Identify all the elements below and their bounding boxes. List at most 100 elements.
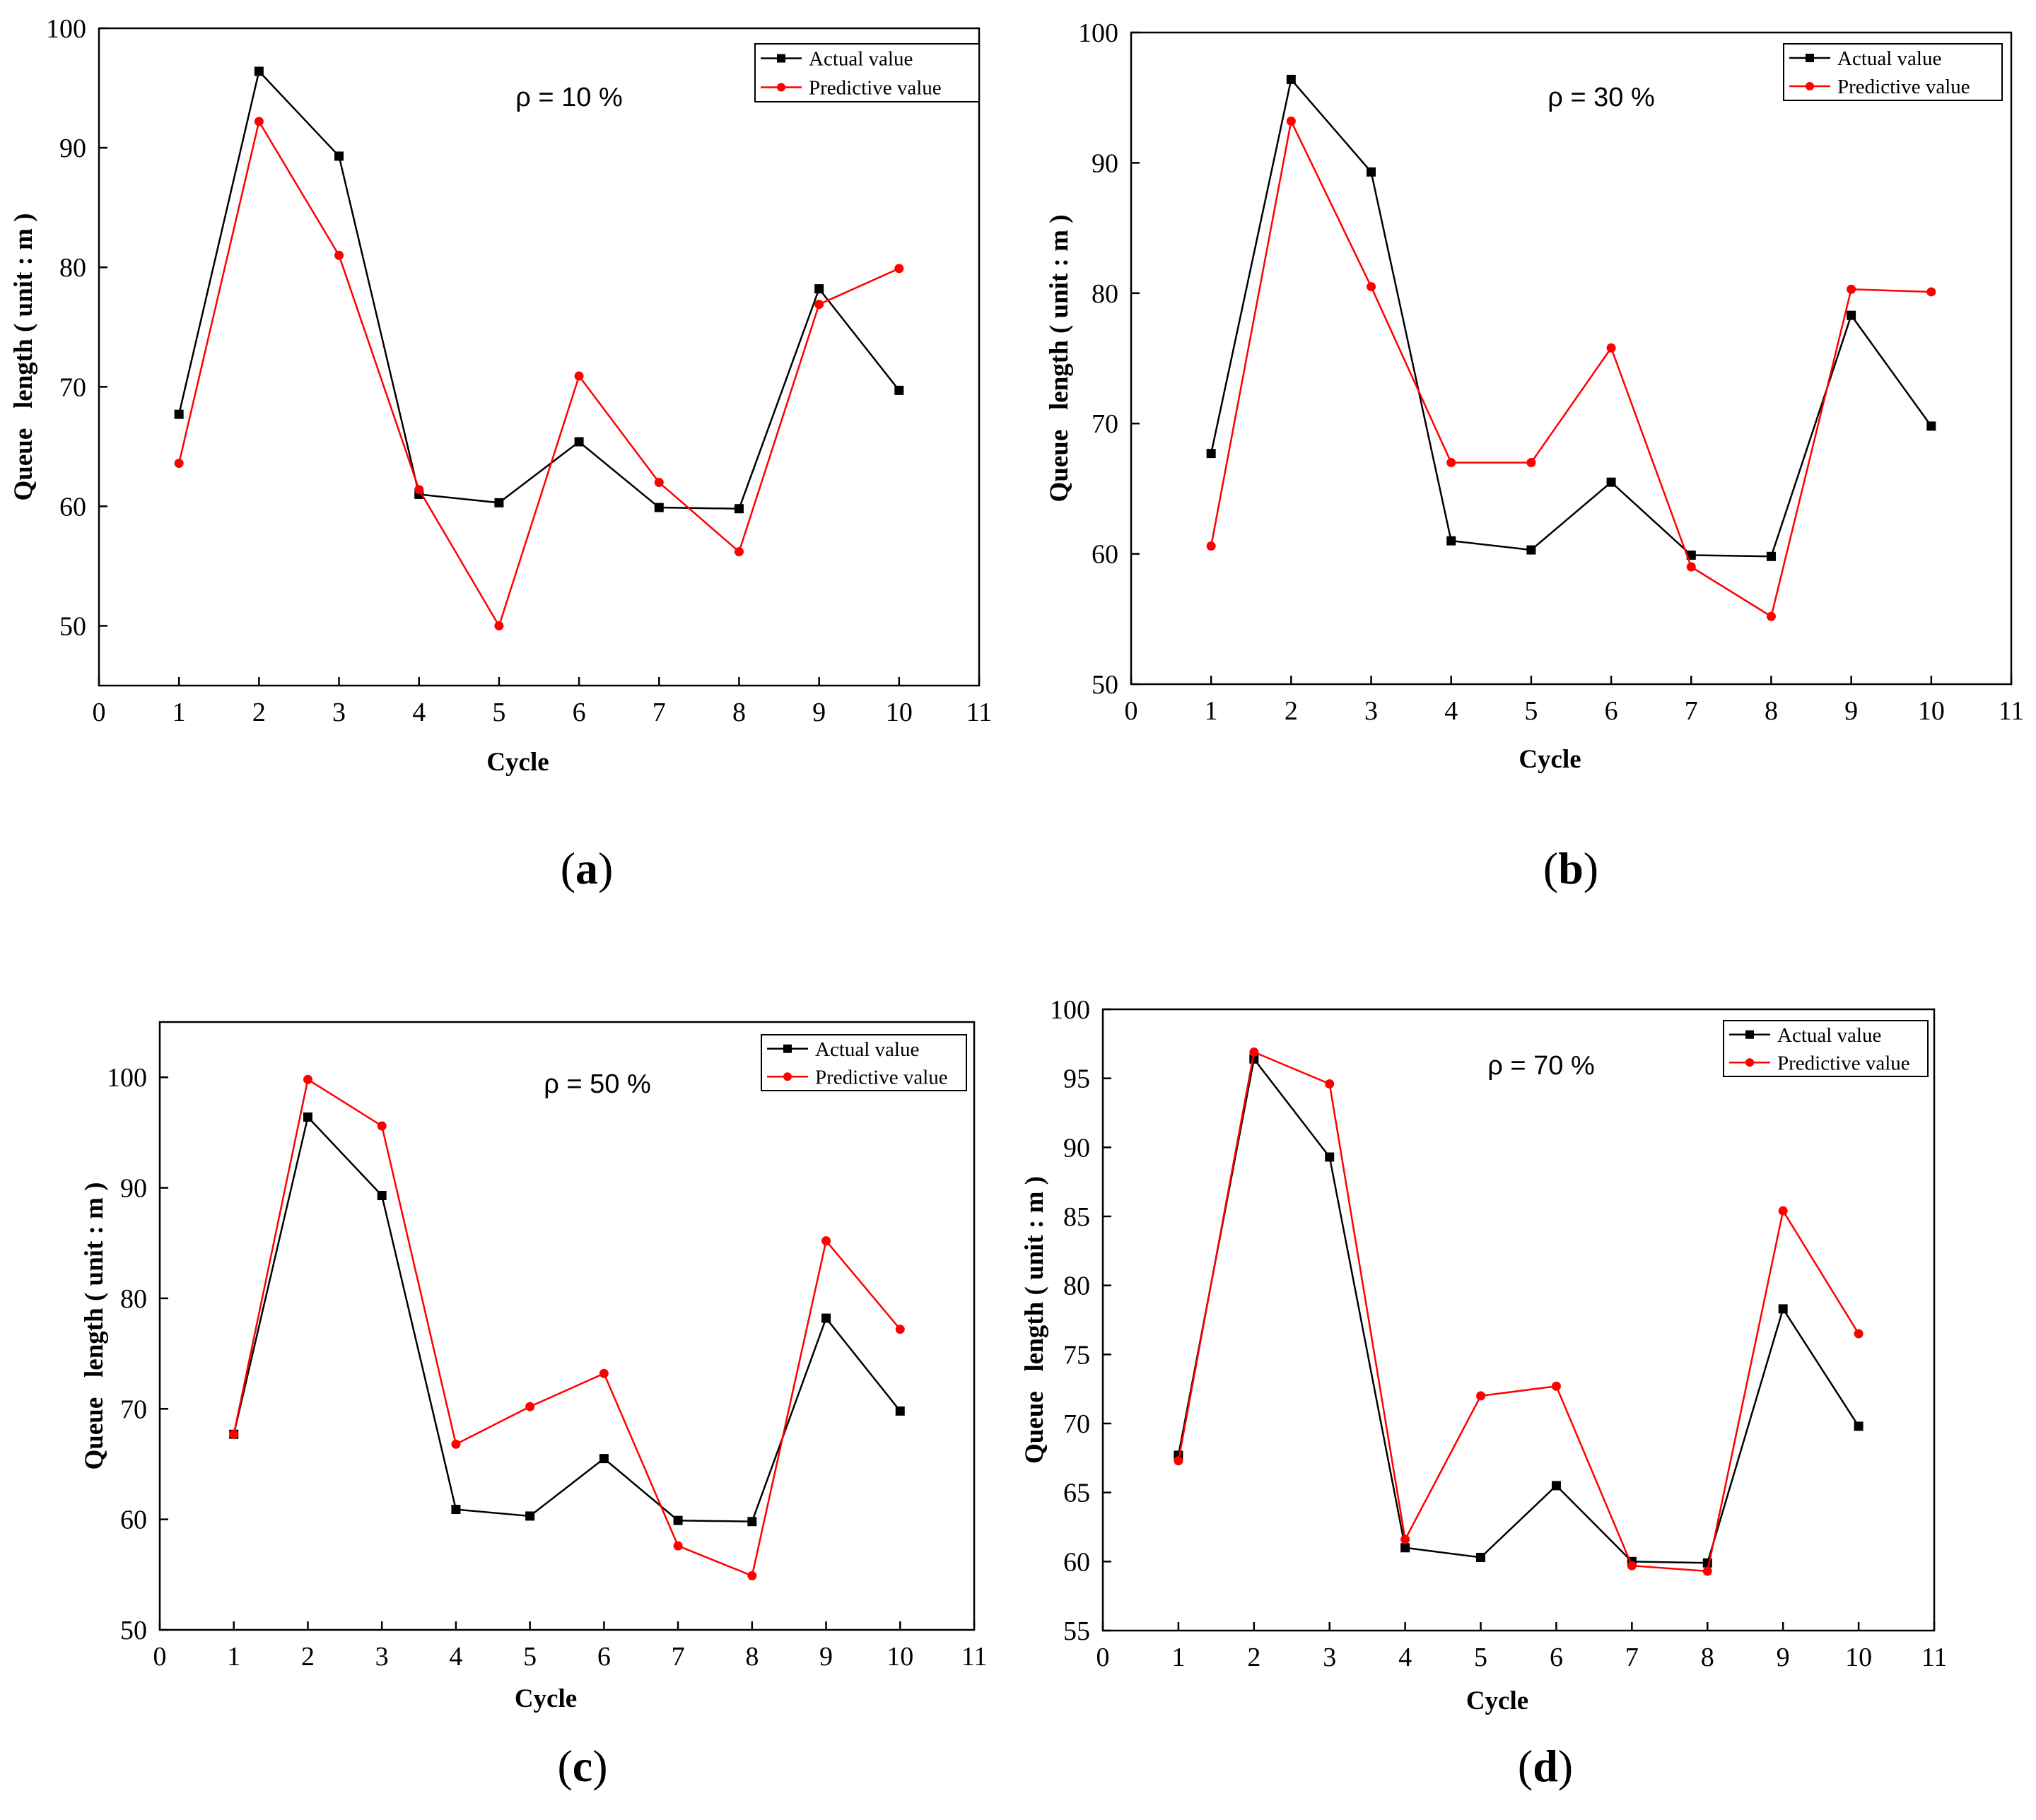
- legend-swatch-marker: [1806, 82, 1814, 90]
- actual-point: [494, 498, 504, 507]
- plot-frame: [1130, 31, 2013, 686]
- x-tick-label: 9: [819, 1642, 833, 1672]
- x-tick-label: 3: [375, 1642, 389, 1672]
- panel-caption: (c): [557, 1741, 607, 1791]
- actual-point: [1606, 477, 1616, 487]
- y-tick-label: 90: [1092, 148, 1118, 178]
- x-tick-label: 6: [597, 1642, 611, 1672]
- caption-open-paren: (: [557, 1741, 572, 1791]
- y-axis-title: Queue length ( unit : m ): [9, 213, 38, 501]
- actual-point: [1766, 551, 1776, 561]
- predictive-point: [334, 250, 344, 260]
- legend-label: Predictive value: [815, 1066, 948, 1088]
- y-tick-label: 70: [120, 1395, 147, 1424]
- predictive-point: [1551, 1381, 1561, 1391]
- caption-open-paren: (: [561, 843, 575, 893]
- actual-point: [1446, 536, 1456, 546]
- caption-close-paren: ): [598, 843, 613, 893]
- panel-a: 0 1 2 3 4 5 6 7 8 9 10 11 50 60 70 80 90 100 Cycle Queue le…: [9, 14, 992, 893]
- predictive-point: [654, 478, 664, 488]
- predictive-point: [1367, 282, 1376, 292]
- legend-box: [754, 43, 980, 102]
- predictive-point: [1174, 1456, 1183, 1466]
- predictive-point: [303, 1074, 312, 1084]
- predictive-point: [1476, 1391, 1486, 1401]
- rho-annotation: ρ = 30 %: [1548, 83, 1655, 112]
- actual-point: [747, 1517, 757, 1527]
- x-axis-title: Cycle: [1519, 745, 1581, 774]
- predictive-point: [814, 300, 824, 310]
- actual-point: [1854, 1421, 1864, 1431]
- x-axis-title: Cycle: [515, 1684, 577, 1713]
- legend-swatch-marker: [1745, 1058, 1754, 1067]
- predictive-point: [1446, 458, 1456, 468]
- legend-box: [1783, 43, 2003, 101]
- legend-swatch-marker: [1745, 1030, 1754, 1039]
- y-tick-label: 100: [107, 1063, 147, 1093]
- actual-point: [1551, 1481, 1561, 1491]
- x-tick-label: 2: [252, 698, 266, 727]
- x-tick-label: 0: [1096, 1643, 1110, 1672]
- actual-point: [654, 503, 664, 512]
- predictive-point: [1526, 458, 1536, 468]
- y-tick-label: 100: [46, 14, 86, 44]
- actual-point: [254, 66, 264, 76]
- legend-swatch-marker: [783, 1044, 792, 1053]
- predictive-point: [525, 1402, 535, 1411]
- actual-point: [1286, 74, 1296, 84]
- actual-point: [1476, 1552, 1486, 1562]
- actual-point: [334, 151, 344, 161]
- x-tick-label: 10: [887, 1642, 913, 1672]
- x-tick-label: 9: [1844, 696, 1858, 726]
- x-tick-label: 1: [1171, 1643, 1185, 1672]
- predictive-point: [1702, 1566, 1712, 1576]
- y-tick-label: 80: [1063, 1272, 1090, 1301]
- x-tick-label: 1: [227, 1642, 240, 1672]
- plot-frame: [158, 1021, 976, 1631]
- x-tick-label: 8: [732, 698, 746, 727]
- x-tick-label: 0: [153, 1642, 167, 1672]
- panel-d: 0 1 2 3 4 5 6 7 8 9 10 11 55 60 65 70 75 80 85 90 95 100 Cycle…: [1020, 995, 1947, 1791]
- predictive-point: [895, 1325, 905, 1334]
- predictive-point: [1847, 284, 1856, 294]
- rho-annotation: ρ = 70 %: [1487, 1051, 1595, 1081]
- rho-annotation: ρ = 10 %: [515, 83, 623, 112]
- legend-label: Actual value: [1777, 1024, 1881, 1047]
- x-tick-label: 10: [1845, 1643, 1872, 1672]
- actual-point: [377, 1190, 387, 1200]
- predictive-point: [1926, 287, 1936, 297]
- legend-label: Actual value: [1837, 47, 1941, 70]
- y-tick-label: 70: [1063, 1409, 1090, 1439]
- actual-point: [574, 437, 584, 447]
- predictive-point: [494, 621, 504, 630]
- x-tick-label: 6: [1605, 696, 1618, 726]
- legend-box: [761, 1034, 967, 1091]
- caption-close-paren: ): [1584, 843, 1598, 893]
- legend-swatch-marker: [777, 83, 785, 92]
- y-tick-label: 80: [59, 253, 86, 283]
- series-line-predictive: [233, 1078, 901, 1578]
- panel-c: 0 1 2 3 4 5 6 7 8 9 10 11 50 60 70 80 90 100 Cycle Queue le…: [80, 1021, 987, 1791]
- actual-point: [895, 1406, 905, 1416]
- series-line-actual: [233, 1115, 901, 1523]
- actual-point: [1526, 545, 1536, 555]
- y-tick-label: 75: [1063, 1340, 1090, 1370]
- x-tick-label: 5: [492, 698, 505, 727]
- y-tick-label: 95: [1063, 1064, 1090, 1094]
- x-tick-label: 7: [653, 698, 666, 727]
- y-axis-title: Queue length ( unit : m ): [80, 1182, 109, 1470]
- legend-label: Predictive value: [1837, 76, 1970, 98]
- x-tick-label: 4: [449, 1642, 462, 1672]
- legend-label: Predictive value: [809, 77, 942, 100]
- predictive-point: [377, 1121, 387, 1131]
- caption-letter: b: [1558, 843, 1584, 893]
- x-tick-label: 10: [886, 698, 913, 727]
- x-tick-label: 1: [172, 698, 186, 727]
- predictive-point: [894, 264, 904, 274]
- x-tick-label: 7: [672, 1642, 685, 1672]
- x-tick-label: 9: [1777, 1643, 1790, 1672]
- y-tick-label: 70: [59, 372, 86, 402]
- predictive-point: [673, 1541, 683, 1551]
- x-tick-label: 3: [1364, 696, 1378, 726]
- x-tick-label: 7: [1625, 1643, 1639, 1672]
